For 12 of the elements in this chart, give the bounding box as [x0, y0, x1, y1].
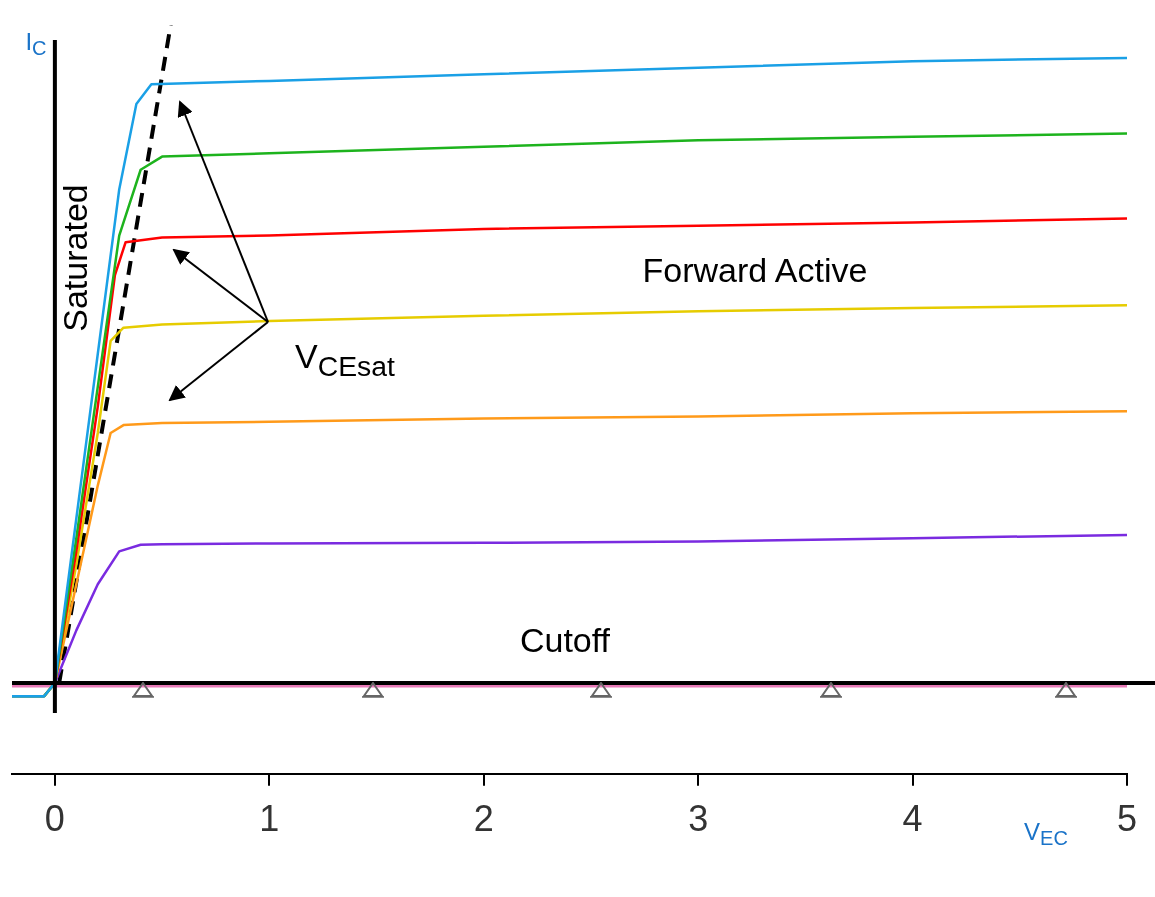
x-tick-label: 2	[473, 798, 494, 840]
x-tick-label: 0	[44, 798, 65, 840]
annotation: Cutoff	[519, 620, 611, 660]
x-tick-label: 3	[688, 798, 709, 840]
x-tick-label: 1	[259, 798, 280, 840]
y-axis-title: I$_{C}$	[25, 27, 47, 61]
annotation: Forward Active	[642, 250, 868, 290]
annotation: Saturated	[55, 184, 95, 332]
x-axis-title: V$_{EC}$	[1024, 817, 1068, 851]
annotation: V$_{CEsat}$	[295, 337, 395, 383]
x-tick-label: 4	[902, 798, 923, 840]
x-tick-label: 5	[1116, 798, 1138, 840]
